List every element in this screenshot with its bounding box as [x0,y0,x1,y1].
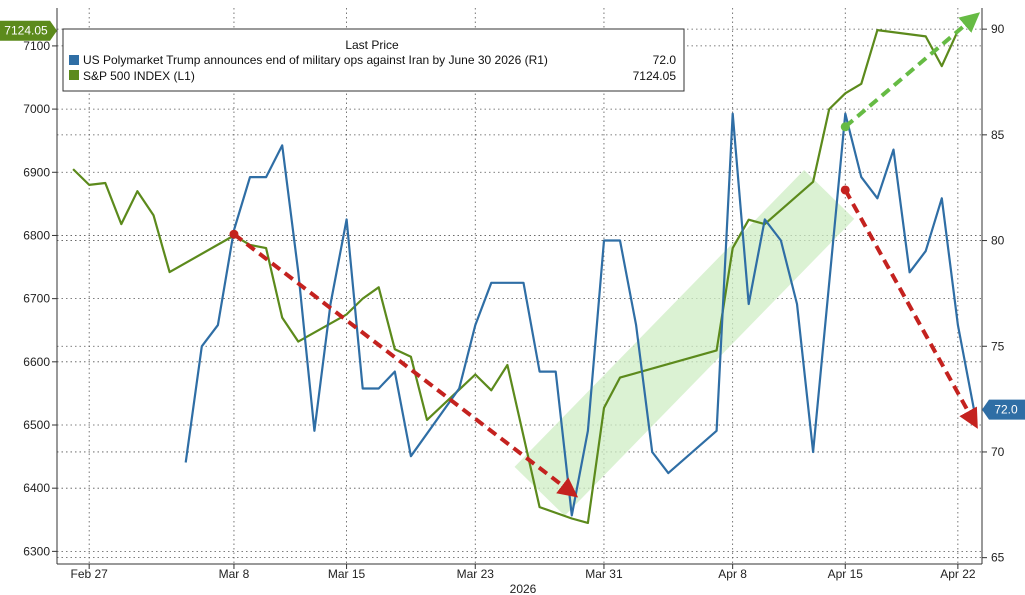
trend-arrow [843,12,981,129]
right-axis-tick-label: 90 [991,22,1005,36]
x-axis-label: 2026 [510,582,537,595]
right-axis-tick-label: 80 [991,234,1005,248]
series-line-poly [184,112,976,517]
series-layer [72,29,976,524]
series-line-spx [72,29,959,524]
last-value-labels: 7124.05 72.0 [0,20,1025,420]
legend: Last Price US Polymarket Trump announces… [62,28,685,92]
last-value-tag-poly [982,399,1025,420]
legend-label-spx: S&P 500 INDEX (L1) [83,69,195,83]
legend-title: Last Price [345,38,399,52]
x-axis-tick-label: Mar 8 [219,567,250,581]
legend-value-spx: 7124.05 [633,69,677,83]
trend-arrow [232,232,579,498]
last-value-tag-spx [0,20,57,41]
legend-box [62,28,685,92]
x-axis-tick-label: Feb 27 [70,567,108,581]
left-axis-tick-label: 7100 [23,39,50,53]
x-axis-tick-label: Apr 15 [828,567,864,581]
trend-arrow [843,188,978,429]
left-axis-tick-label: 6500 [23,418,50,432]
x-axis-tick-label: Apr 8 [718,567,747,581]
right-axis-tick-label: 85 [991,128,1005,142]
trend-band-area [514,169,855,516]
right-axis-tick-label: 75 [991,339,1005,353]
annotation-layer [229,12,981,498]
right-axis-tick-label: 65 [991,551,1005,565]
last-value-label-spx: 7124.05 [4,24,48,38]
legend-value-poly: 72.0 [653,53,677,67]
axes: 6300 6400 6500 6600 6700 6800 6900 7000 7100 65 70… [23,8,1005,581]
left-axis-tick-label: 6300 [23,544,50,558]
legend-label-poly: US Polymarket Trump announces end of mil… [83,53,548,67]
x-axis-tick-label: Mar 31 [585,567,623,581]
x-axis-tick-label: Mar 15 [328,567,366,581]
left-axis-tick-label: 6700 [23,292,50,306]
left-axis-tick-label: 6800 [23,228,50,242]
left-axis-tick-label: 6400 [23,481,50,495]
legend-swatch-poly [69,55,79,65]
legend-swatch-spx [69,70,79,80]
right-axis-tick-label: 70 [991,445,1005,459]
last-value-label-poly: 72.0 [994,403,1018,417]
left-axis-tick-label: 7000 [23,102,50,116]
trend-band [514,169,855,516]
x-axis-tick-label: Mar 23 [457,567,495,581]
x-axis-tick-label: Apr 22 [940,567,976,581]
left-axis-tick-label: 6600 [23,355,50,369]
left-axis-tick-label: 6900 [23,165,50,179]
